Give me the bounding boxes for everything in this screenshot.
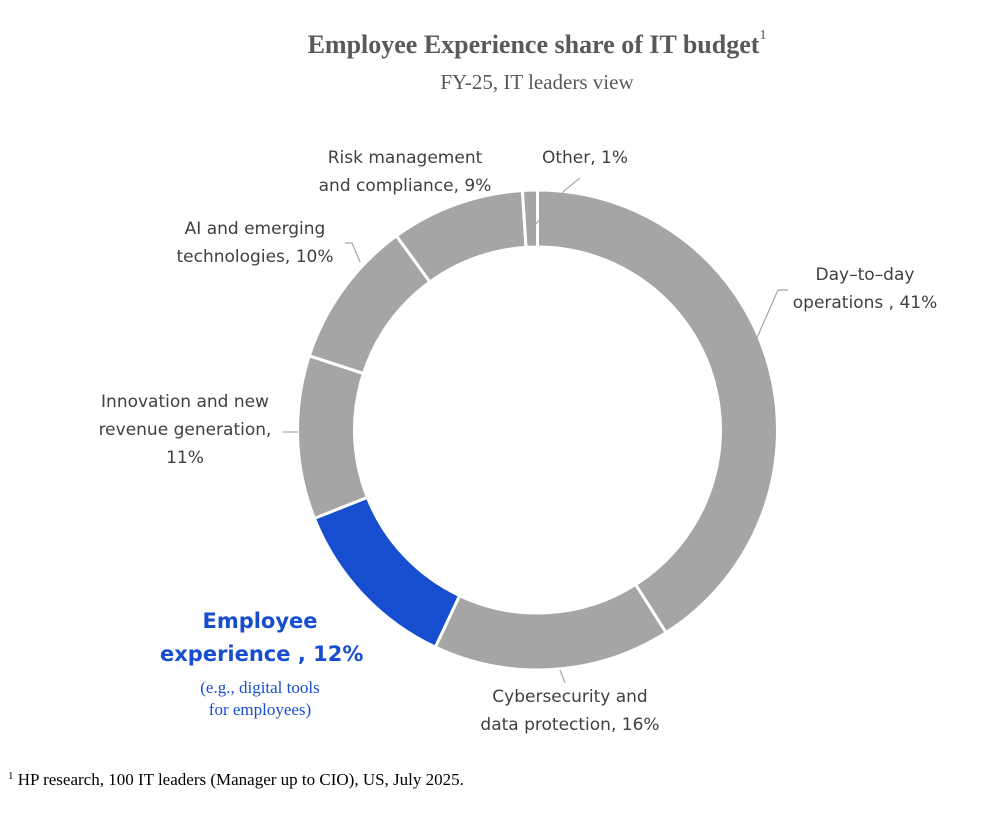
donut-slice-day-to-day [536,188,779,635]
footnote-marker: 1 [8,770,14,782]
donut-slice-cybersecurity [433,582,669,672]
slice-label-risk: Risk management and compliance, 9% [318,148,492,196]
slice-note-employee-experience: (e.g., digital tools for employees) [200,678,320,719]
slice-label-day-to-day: Day–to–day operations , 41% [792,265,938,313]
chart-title-text: Employee Experience share of IT budget [307,30,760,59]
slice-label-employee-experience: Employee experience , 12% [160,609,364,666]
donut-slice-other [520,188,539,249]
leader-line-ai [345,242,361,263]
slice-label-other: Other, 1% [541,148,629,168]
footnote: 1 HP research, 100 IT leaders (Manager u… [8,770,464,790]
footnote-text: HP research, 100 IT leaders (Manager up … [17,770,464,789]
title-footnote-marker: 1 [759,28,767,43]
leader-line-day-to-day [755,289,788,341]
donut-slice-innovation [296,353,370,521]
slice-label-cybersecurity: Cybersecurity and data protection, 16% [480,687,660,735]
chart-subtitle: FY-25, IT leaders view [440,70,634,94]
leader-line-cybersecurity [559,669,566,684]
slice-label-innovation: Innovation and new revenue generation, 1… [98,392,272,468]
slice-label-ai: AI and emerging technologies, 10% [176,219,334,267]
leader-line-other [534,177,581,226]
chart-title: Employee Experience share of IT budget1 [0,28,1004,60]
